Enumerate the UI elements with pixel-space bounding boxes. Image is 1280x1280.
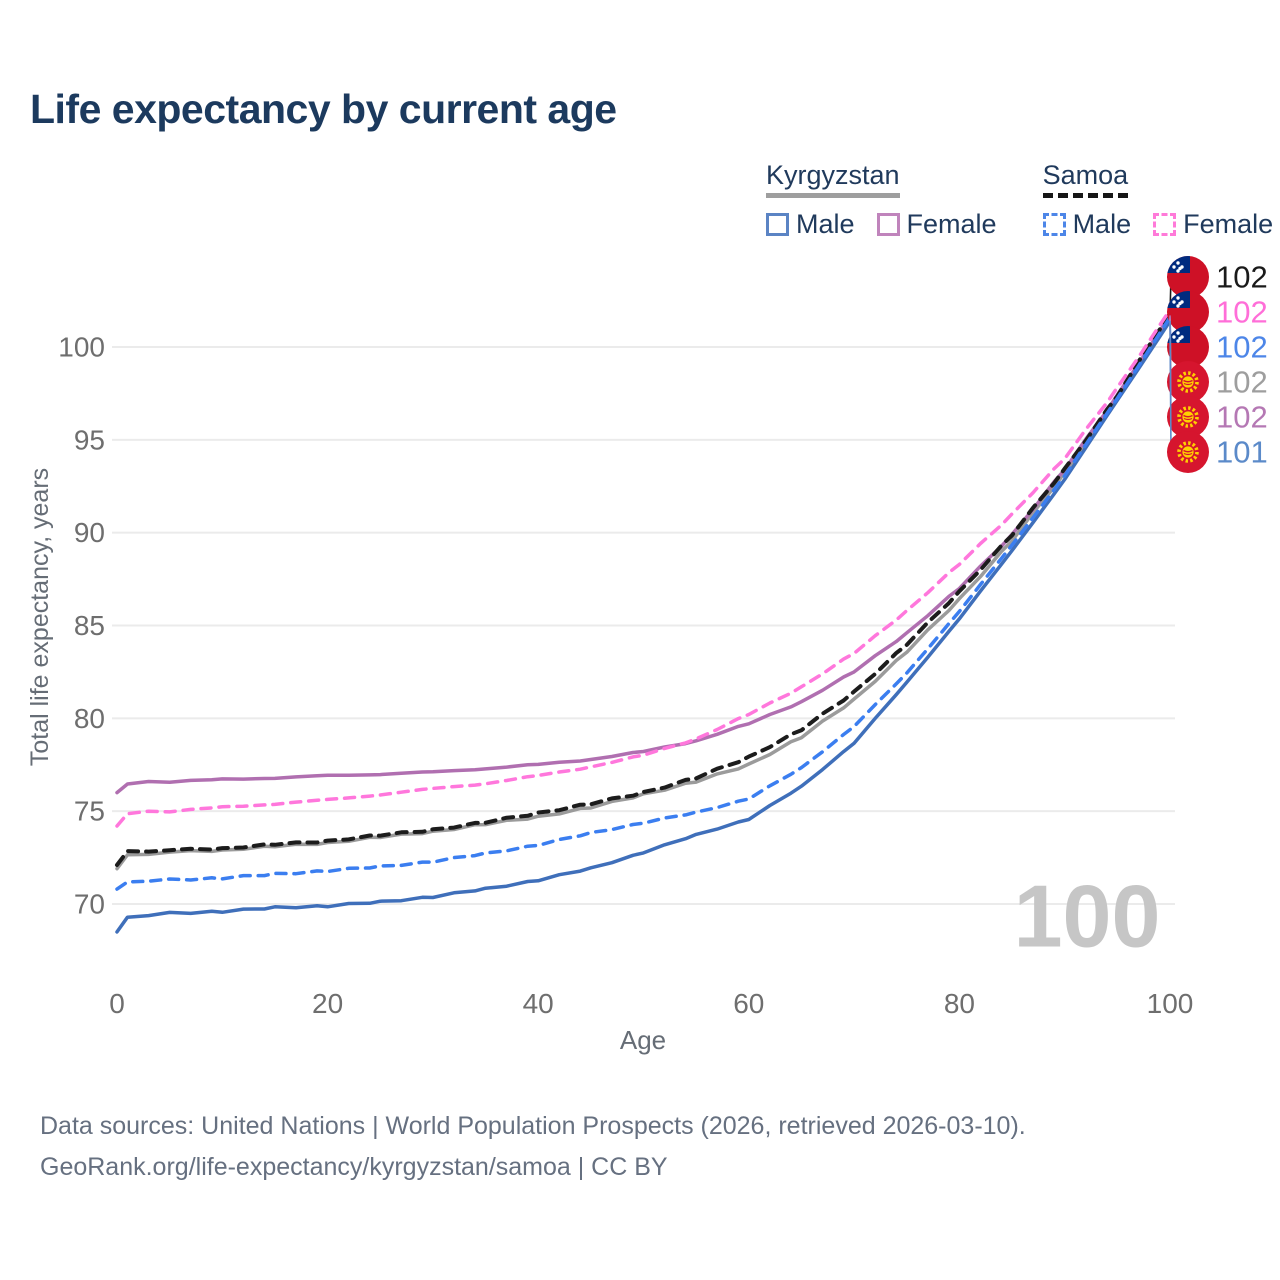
chart-legend: Kyrgyzstan Male Female Samoa Male Female [766, 160, 1280, 240]
samoa-male-swatch[interactable] [1042, 213, 1066, 236]
end-label-value: 102 [1216, 400, 1268, 435]
page-title: Life expectancy by current age [30, 86, 617, 132]
y-axis-title: Total life expectancy, years [26, 468, 54, 766]
samoa-flag-icon [1167, 291, 1209, 333]
series-line-sm_female [115, 308, 1172, 828]
legend-label-kyrgyzstan-female[interactable]: Female [906, 209, 997, 239]
y-tick-label: 75 [74, 796, 105, 827]
kyrgyzstan-flag-icon [1167, 361, 1209, 403]
series-line-kg_total [115, 317, 1172, 871]
series-line-kg_male [115, 319, 1172, 934]
gridlines [112, 345, 1175, 905]
series-lines [115, 308, 1172, 934]
y-tick-label: 80 [74, 703, 105, 734]
x-axis-title: Age [620, 1025, 666, 1055]
end-label-value: 102 [1216, 295, 1268, 330]
x-tick-label: 100 [1147, 988, 1194, 1019]
legend-label-samoa-female[interactable]: Female [1183, 209, 1274, 239]
series-line-sm_total [115, 311, 1172, 867]
x-tick-label: 80 [944, 988, 975, 1019]
kyrgyzstan-male-swatch[interactable] [766, 213, 789, 236]
y-tick-label: 90 [74, 517, 105, 548]
end-label-value: 101 [1216, 435, 1268, 470]
kyrgyzstan-female-swatch[interactable] [876, 213, 900, 236]
legend-label-kyrgyzstan-male[interactable]: Male [796, 209, 855, 239]
series-line-kg_female [115, 313, 1172, 795]
y-tick-label: 85 [74, 610, 105, 641]
legend-group-kyrgyzstan: Kyrgyzstan Male Female [766, 160, 1019, 240]
footer-sources-line: Data sources: United Nations | World Pop… [40, 1112, 1026, 1140]
legend-country-kyrgyzstan: Kyrgyzstan [766, 160, 900, 198]
kyrgyzstan-flag-icon [1167, 431, 1209, 473]
x-tick-label: 40 [523, 988, 554, 1019]
axis-ticks: 70 75 80 85 90 95 100 0 20 40 60 80 100 [58, 331, 1193, 1019]
footer-url-line: GeoRank.org/life-expectancy/kyrgyzstan/s… [40, 1153, 668, 1181]
y-tick-label: 95 [74, 424, 105, 455]
end-label-value: 102 [1216, 260, 1268, 295]
legend-label-samoa-male[interactable]: Male [1072, 209, 1132, 239]
x-tick-label: 0 [109, 988, 125, 1019]
data-source-footer: Data sources: United Nations | World Pop… [40, 1106, 1026, 1188]
kyrgyzstan-flag-icon [1167, 396, 1209, 438]
end-label-value: 102 [1216, 330, 1268, 365]
samoa-female-swatch[interactable] [1153, 213, 1177, 236]
age-watermark: 100 [1014, 867, 1161, 966]
legend-country-samoa: Samoa [1042, 160, 1129, 198]
x-tick-label: 60 [733, 988, 764, 1019]
x-tick-label: 20 [312, 988, 343, 1019]
end-label-value: 102 [1216, 365, 1268, 400]
legend-group-samoa: Samoa Male Female [1042, 160, 1280, 240]
y-tick-label: 100 [58, 331, 105, 362]
series-line-sm_male [115, 315, 1172, 891]
y-tick-label: 70 [74, 889, 105, 920]
